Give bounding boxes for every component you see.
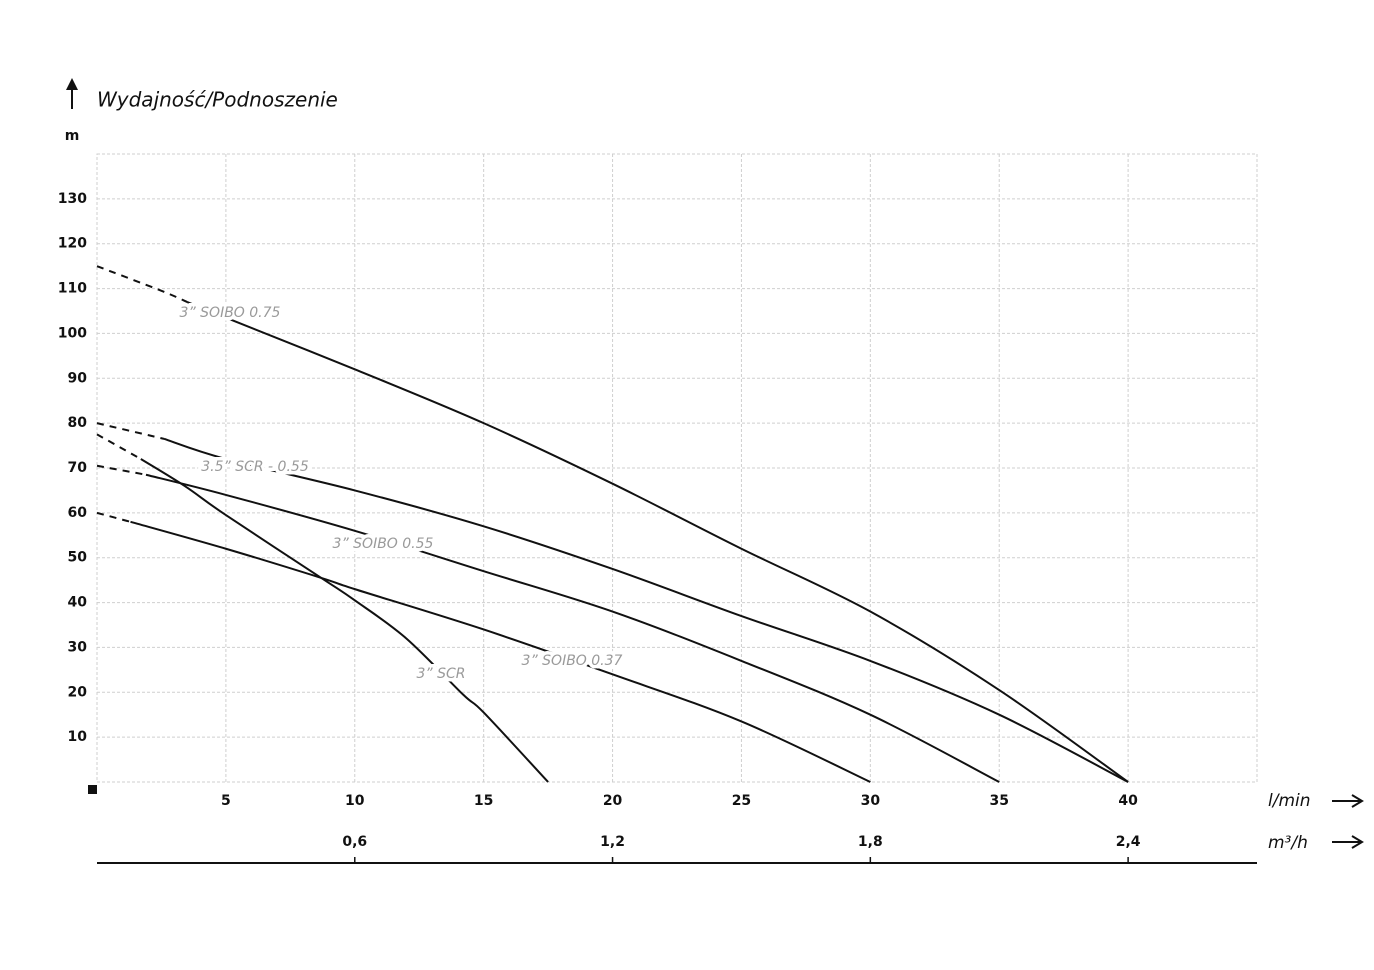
y-tick-label: 110 [58,281,87,297]
y-tick-label: 100 [58,325,87,341]
x2-unit: m³/h [1268,833,1308,853]
y-tick-label: 30 [68,639,88,655]
series-label: 3” SOIBO 0.37 [522,653,623,669]
curve [145,473,1000,783]
y-tick-label: 120 [58,236,87,252]
y-unit: m [65,128,80,144]
curve [163,437,1129,783]
x-tick-label: 15 [474,793,493,809]
x2-tick-label: 1,8 [858,834,883,850]
series-label: 3.5” SCR - 0.55 [201,459,309,475]
series-label: 3” SOIBO 0.75 [180,305,281,321]
curve-dashed [96,511,131,523]
curve [186,301,1129,783]
x2-arrow [1332,835,1364,849]
curve-dashed [96,464,147,476]
y-tick-label: 60 [68,505,88,521]
series-label: 3” SCR [417,666,466,682]
y-tick-label: 80 [68,415,88,431]
x-tick-label: 40 [1118,793,1138,809]
y-tick-label: 70 [68,460,88,476]
y-tick-label: 50 [68,550,88,566]
x-arrow [1332,794,1364,808]
curve-dashed [96,422,165,440]
curve [130,520,871,783]
x-unit: l/min [1268,791,1311,811]
x-tick-label: 10 [345,793,365,809]
x2-tick-label: 2,4 [1116,834,1141,850]
y-arrow-head [66,78,78,90]
x-tick-label: 20 [603,793,623,809]
x-tick-label: 5 [221,793,231,809]
x2-tick-label: 0,6 [342,834,367,850]
origin-marker [88,785,97,794]
curve [140,458,549,783]
curve-dashed [96,433,142,460]
y-tick-label: 10 [68,729,88,745]
y-tick-label: 90 [68,370,88,386]
series-label: 3” SOIBO 0.55 [333,536,434,552]
y-tick-label: 20 [68,684,88,700]
x2-tick-label: 1,2 [600,834,625,850]
x-tick-label: 30 [861,793,881,809]
chart-title: Wydajność/Podnoszenie [97,88,338,112]
x-tick-label: 25 [732,793,751,809]
curve-dashed [96,265,188,303]
y-tick-label: 130 [58,191,87,207]
x-tick-label: 35 [989,793,1008,809]
y-tick-label: 40 [68,595,88,611]
